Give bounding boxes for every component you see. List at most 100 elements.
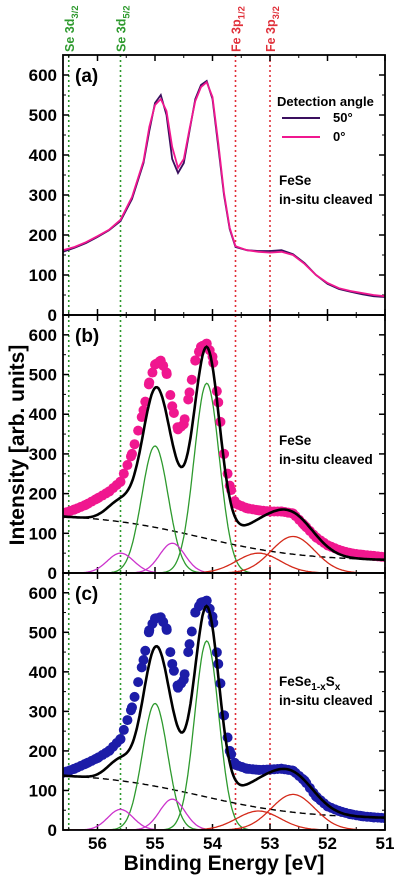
y-tick-label: 500 bbox=[29, 106, 57, 125]
y-tick-label: 600 bbox=[29, 326, 57, 345]
x-tick-label: 52 bbox=[318, 834, 337, 853]
reference-line-label-2: Se 3d5/2 bbox=[115, 5, 133, 52]
legend-label: 50° bbox=[333, 110, 353, 125]
panel-label: (a) bbox=[75, 66, 98, 87]
panel-label: (b) bbox=[75, 326, 99, 347]
fit-component-1 bbox=[63, 775, 385, 819]
x-tick-label: 56 bbox=[88, 834, 107, 853]
fit-component-3 bbox=[63, 640, 385, 830]
data-point bbox=[186, 626, 197, 637]
data-point bbox=[179, 414, 190, 425]
y-tick-label: 0 bbox=[48, 821, 57, 840]
y-tick-label: 300 bbox=[29, 702, 57, 721]
y-tick-label: 200 bbox=[29, 742, 57, 761]
annotation-line: FeSe bbox=[279, 173, 312, 188]
fit-component-1 bbox=[63, 515, 385, 561]
data-point bbox=[147, 367, 158, 378]
annotation-line: FeSe1-xSx bbox=[279, 674, 341, 693]
panels: 0 100 200 300 400 500 600 (a) FeSe in-situ cleave… bbox=[29, 5, 395, 853]
data-point bbox=[183, 647, 194, 658]
x-tick-label: 55 bbox=[146, 834, 165, 853]
y-tick-label: 200 bbox=[29, 226, 57, 245]
data-point bbox=[190, 355, 201, 366]
fit-component-2 bbox=[63, 702, 385, 830]
y-tick-label: 100 bbox=[29, 781, 57, 800]
y-tick-label: 100 bbox=[29, 266, 57, 285]
data-point bbox=[165, 390, 176, 401]
data-point bbox=[179, 669, 190, 680]
data-point bbox=[125, 705, 136, 716]
data-point bbox=[186, 374, 197, 385]
axes-frame bbox=[62, 572, 386, 831]
legend-title: Detection angle bbox=[277, 94, 374, 109]
fit-component-6 bbox=[63, 552, 385, 573]
data-point bbox=[122, 460, 133, 471]
panel-2: 0 100 200 300 400 500 600 (b) FeSe in-situ cleave… bbox=[29, 314, 386, 583]
data-point bbox=[168, 665, 179, 676]
annotation-line: in-situ cleaved bbox=[279, 452, 373, 467]
data-point bbox=[122, 715, 133, 726]
reference-line-label-3: Fe 3p1/2 bbox=[230, 6, 248, 52]
data-point bbox=[136, 412, 147, 423]
y-tick-label: 400 bbox=[29, 663, 57, 682]
y-tick-label: 300 bbox=[29, 186, 57, 205]
data-point bbox=[136, 662, 147, 673]
y-tick-label: 600 bbox=[29, 584, 57, 603]
data-point bbox=[118, 724, 129, 735]
fit-component-4 bbox=[63, 808, 385, 830]
fit-component-2 bbox=[63, 445, 385, 573]
y-tick-label: 0 bbox=[48, 564, 57, 583]
fit-component-4 bbox=[63, 552, 385, 573]
plot-area bbox=[63, 595, 385, 830]
x-tick-label: 51 bbox=[376, 834, 395, 853]
plot-area bbox=[63, 79, 385, 298]
data-point bbox=[115, 734, 126, 745]
fit-component-3 bbox=[63, 382, 385, 573]
y-tick-label: 0 bbox=[48, 306, 57, 325]
annotation-line: FeSe bbox=[279, 433, 312, 448]
data-point bbox=[158, 360, 169, 371]
data-point bbox=[129, 439, 140, 450]
data-point bbox=[133, 677, 144, 688]
y-tick-label: 200 bbox=[29, 485, 57, 504]
legend-label: 0° bbox=[333, 129, 345, 144]
data-point bbox=[201, 595, 212, 606]
data-point bbox=[143, 627, 154, 638]
data-point bbox=[125, 451, 136, 462]
annotation-line: in-situ cleaved bbox=[279, 192, 373, 207]
fit-envelope bbox=[63, 604, 385, 819]
reference-line-label-4: Fe 3p3/2 bbox=[264, 6, 282, 52]
data-point bbox=[165, 647, 176, 658]
data-point bbox=[115, 476, 126, 487]
data-point bbox=[161, 369, 172, 380]
y-tick-label: 500 bbox=[29, 366, 57, 385]
y-axis-label: Intensity [arb. units] bbox=[6, 345, 29, 546]
data-point bbox=[158, 616, 169, 627]
panel-3: 0 100 200 300 400 500 600 56 55 54 53 52 51 (c) FeSe1-… bbox=[29, 572, 395, 853]
y-tick-label: 100 bbox=[29, 524, 57, 543]
data-point bbox=[161, 624, 172, 635]
y-tick-label: 400 bbox=[29, 405, 57, 424]
reference-line-label-1: Se 3d3/2 bbox=[63, 5, 81, 52]
y-tick-label: 400 bbox=[29, 146, 57, 165]
y-tick-label: 600 bbox=[29, 66, 57, 85]
data-point bbox=[143, 379, 154, 390]
y-tick-label: 500 bbox=[29, 623, 57, 642]
data-point bbox=[168, 407, 179, 418]
data-point bbox=[176, 678, 187, 689]
axes-frame bbox=[62, 314, 386, 574]
data-point bbox=[118, 468, 129, 479]
x-tick-label: 53 bbox=[261, 834, 280, 853]
plot-area bbox=[63, 338, 385, 573]
data-point bbox=[140, 645, 151, 656]
data-point bbox=[183, 394, 194, 405]
annotation-line: in-situ cleaved bbox=[279, 693, 373, 708]
data-point bbox=[184, 639, 195, 650]
x-axis-label: Binding Energy [eV] bbox=[124, 852, 325, 875]
data-point bbox=[133, 425, 144, 436]
x-tick-label: 54 bbox=[203, 834, 222, 853]
fit-envelope bbox=[63, 345, 385, 562]
panel-1: 0 100 200 300 400 500 600 (a) FeSe in-situ cleave… bbox=[29, 54, 386, 325]
panel-label: (c) bbox=[75, 584, 98, 605]
